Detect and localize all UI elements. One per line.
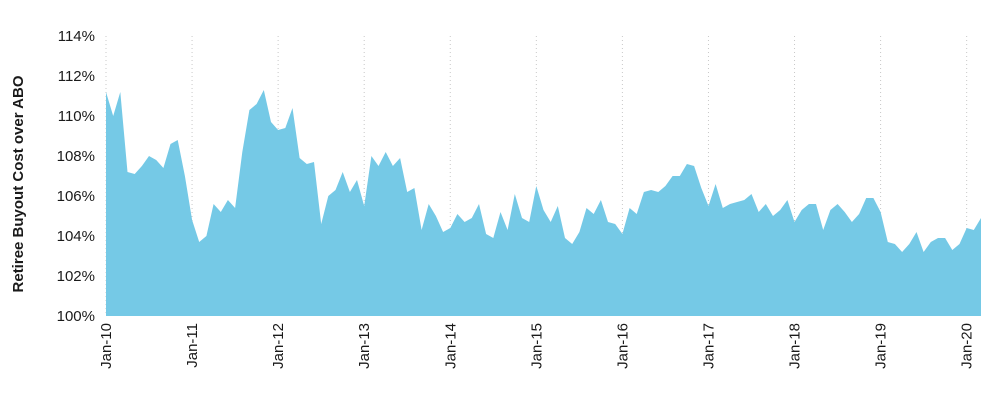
x-axis-ticks: Jan-10 Jan-11 Jan-12 Jan-13 Jan-14 Jan-15 Jan-…: [98, 323, 976, 369]
y-tick-label: 102%: [57, 268, 95, 285]
y-tick-label: 108%: [57, 148, 95, 165]
x-tick-label: Jan-11: [184, 323, 201, 368]
area-series: [106, 90, 981, 316]
x-tick-label: Jan-19: [873, 323, 890, 369]
y-tick-label: 104%: [57, 228, 95, 245]
y-tick-label: 106%: [57, 188, 95, 205]
x-tick-label: Jan-16: [614, 323, 631, 369]
x-tick-label: Jan-18: [787, 323, 804, 369]
x-tick-label: Jan-12: [270, 323, 287, 369]
x-tick-label: Jan-13: [356, 323, 373, 369]
x-tick-label: Jan-15: [528, 323, 545, 369]
x-tick-label: Jan-17: [701, 323, 718, 369]
y-axis-ticks: 100% 102% 104% 106% 108% 110% 112% 114%: [57, 28, 95, 325]
area-fill: [106, 90, 981, 316]
y-tick-label: 100%: [57, 308, 95, 325]
x-tick-label: Jan-14: [442, 323, 459, 369]
y-axis-label: Retiree Buyout Cost over ABO: [10, 75, 27, 292]
x-tick-label: Jan-20: [959, 323, 976, 369]
y-tick-label: 110%: [58, 108, 95, 125]
y-tick-label: 114%: [58, 28, 95, 45]
y-tick-label: 112%: [58, 68, 95, 85]
x-tick-label: Jan-10: [98, 323, 115, 369]
